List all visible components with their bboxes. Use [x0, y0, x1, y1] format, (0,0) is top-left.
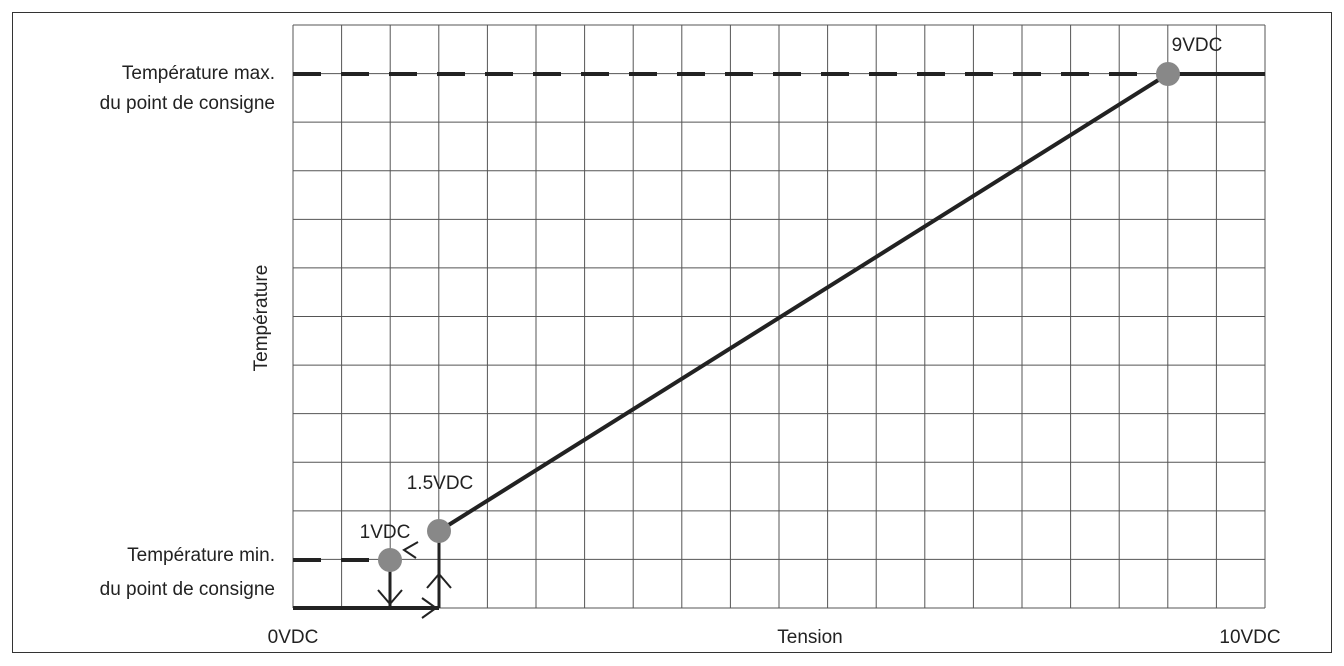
x-axis-label: Tension	[777, 627, 843, 648]
point-label: 1VDC	[360, 522, 411, 543]
label: du point de consigne	[100, 579, 275, 600]
label: du point de consigne	[100, 93, 275, 114]
frame	[12, 12, 1332, 653]
point	[1156, 62, 1180, 86]
point-label: 1.5VDC	[407, 473, 474, 494]
x-start: 0VDC	[268, 627, 319, 648]
arrow-up	[426, 572, 452, 589]
x-end: 10VDC	[1219, 627, 1280, 648]
arrow-left	[402, 541, 419, 559]
point-label: 9VDC	[1172, 35, 1223, 56]
point	[427, 519, 451, 543]
point	[378, 548, 402, 572]
arrow-right	[421, 597, 438, 619]
label: Température max.	[122, 63, 275, 84]
arrow-down	[377, 589, 403, 606]
y-axis-label: Température	[251, 265, 272, 372]
label: Température min.	[127, 545, 275, 566]
ramp	[437, 72, 1170, 533]
